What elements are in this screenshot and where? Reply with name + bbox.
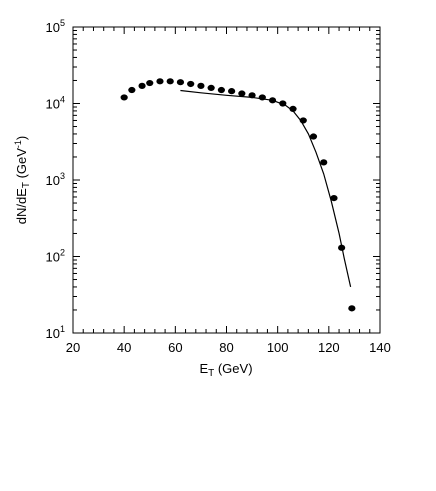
- x-tick-label: 140: [369, 340, 391, 355]
- y-axis-label-prefix: dN/dE: [14, 188, 29, 224]
- y-axis-label-subscript: T: [21, 182, 32, 188]
- y-axis-ticks: 101 102 103 104 105: [46, 18, 380, 341]
- x-tick-label: 60: [168, 340, 182, 355]
- data-point: [120, 94, 128, 101]
- y-axis-label-close: ): [14, 136, 29, 140]
- data-point: [128, 86, 136, 94]
- data-point: [338, 244, 346, 251]
- data-point: [166, 78, 174, 85]
- x-axis-label-subscript: T: [208, 368, 214, 379]
- y-axis-label-exponent: -1: [13, 140, 23, 148]
- data-point: [228, 88, 236, 95]
- data-point: [348, 305, 356, 312]
- x-axis-label: ET (GeV): [199, 361, 252, 379]
- y-tick-label: 104: [46, 95, 65, 112]
- x-tick-label: 120: [318, 340, 340, 355]
- data-point: [289, 105, 297, 112]
- data-point: [187, 80, 195, 88]
- x-axis-label-main: E: [199, 361, 208, 376]
- data-point: [330, 194, 338, 202]
- model-curve: [180, 89, 352, 288]
- data-point: [268, 97, 277, 104]
- y-tick-label: 101: [46, 324, 65, 341]
- data-point: [258, 94, 266, 101]
- x-tick-label: 80: [219, 340, 233, 355]
- y-tick-label: 103: [46, 171, 65, 188]
- y-tick-label: 105: [46, 18, 65, 35]
- data-point: [207, 84, 215, 91]
- y-axis-label-unit: (GeV: [14, 148, 29, 182]
- x-axis-label-rest: (GeV): [214, 361, 252, 376]
- data-point: [320, 159, 328, 166]
- plot-frame: [72, 26, 381, 334]
- data-point: [217, 86, 225, 94]
- data-point: [146, 79, 154, 87]
- y-axis-label: dN/dET (GeV-1): [13, 136, 32, 225]
- data-point: [248, 92, 256, 99]
- data-points-group: [120, 78, 356, 312]
- data-point: [138, 82, 146, 89]
- x-tick-label: 100: [267, 340, 289, 355]
- x-tick-label: 40: [117, 340, 131, 355]
- data-point: [238, 90, 246, 97]
- x-axis-ticks: 20 40 60 80 100 120 140: [66, 27, 391, 355]
- data-point: [197, 82, 205, 89]
- data-point: [299, 117, 307, 124]
- data-point: [279, 100, 287, 107]
- data-point: [309, 133, 318, 140]
- data-point: [156, 78, 164, 85]
- x-tick-label: 20: [66, 340, 80, 355]
- model-curve-group: [180, 89, 352, 288]
- y-tick-label: 102: [46, 248, 65, 265]
- data-point: [176, 79, 185, 86]
